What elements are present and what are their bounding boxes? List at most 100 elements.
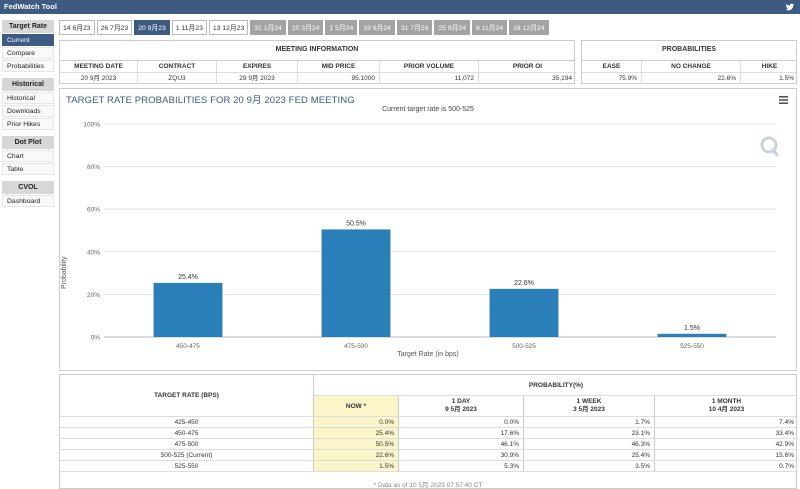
meeting-information-panel: MEETING INFORMATION MEETING DATE CONTRAC… (59, 40, 576, 84)
header-no-change: NO CHANGE (642, 61, 741, 73)
tab-meeting[interactable]: 26 7月23 (96, 20, 133, 35)
tab-meeting[interactable]: 18 12月24 (509, 20, 549, 35)
header-1-week-date: 3 5月 2023 (573, 406, 605, 413)
meeting-tabs: 14 6月23 26 7月23 20 9月23 1 11月23 13 12月23… (59, 20, 551, 35)
header-1-day-label: 1 DAY (451, 398, 471, 405)
row-1-month: 0.7% (655, 461, 798, 472)
sidebar-header-dot-plot: Dot Plot (2, 136, 54, 149)
value-mid-price: 95.1000 (298, 73, 380, 84)
row-1-month: 33.4% (655, 428, 798, 439)
header-1-day-date: 9 5月 2023 (445, 406, 477, 413)
header-1-month-date: 10 4月 2023 (708, 406, 745, 413)
tab-meeting[interactable]: 31 7月24 (396, 20, 433, 35)
tab-meeting[interactable]: 13 12月23 (208, 20, 249, 35)
chart-data-label: 22.6% (514, 280, 534, 287)
table-row: 425-450 0.0% 0.0% 1.7% 7.4% (60, 417, 798, 428)
probabilities-panel: PROBABILITIES EASE NO CHANGE HIKE 75.9% … (581, 40, 798, 84)
header-1-month: 1 MONTH 10 4月 2023 (655, 396, 798, 417)
chart-title: TARGET RATE PROBABILITIES FOR 20 9月 2023… (66, 95, 355, 106)
sidebar-item-historical[interactable]: Historical (2, 92, 54, 104)
row-1-week: 1.7% (524, 417, 655, 428)
header-1-month-label: 1 MONTH (711, 398, 742, 405)
header-contract: CONTRACT (138, 61, 217, 73)
sidebar-item-current[interactable]: Current (2, 34, 54, 46)
chart-y-tick-label: 0% (91, 335, 101, 342)
twitter-icon[interactable] (785, 2, 795, 12)
sidebar-item-probabilities[interactable]: Probabilities (2, 60, 54, 72)
header-1-day: 1 DAY 9 5月 2023 (399, 396, 524, 417)
chart-plot-area: 0% 20% 40% 60% 80% 100% 25.4% 450-475 50.5% 475-5… (83, 122, 776, 350)
tab-meeting[interactable]: 6 11月24 (472, 20, 508, 35)
row-now: 22.6% (314, 450, 399, 461)
header-now: NOW * (314, 396, 399, 417)
header-ease: EASE (582, 61, 642, 73)
chart-data-label: 1.5% (684, 325, 700, 332)
table-row: 500-525 (Current) 22.6% 30.9% 25.4% 15.6… (60, 450, 798, 461)
row-1-week: 3.5% (524, 461, 655, 472)
chart-y-tick-label: 20% (87, 292, 100, 299)
chart-y-tick-label: 60% (87, 207, 100, 214)
sidebar-header-target-rate: Target Rate (2, 20, 54, 33)
tab-meeting[interactable]: 25 9月24 (434, 20, 471, 35)
table-row: 475-500 50.5% 46.1% 46.3% 42.9% (60, 439, 798, 450)
tab-meeting[interactable]: 20 3月24 (287, 20, 324, 35)
tab-meeting[interactable]: 1 5月24 (325, 20, 358, 35)
sidebar-item-downloads[interactable]: Downloads (2, 105, 54, 117)
chart-data-label: 50.5% (346, 220, 366, 227)
header-hike: HIKE (741, 61, 798, 73)
tab-meeting[interactable]: 31 1月24 (250, 20, 286, 35)
tab-meeting[interactable]: 19 6月24 (359, 20, 395, 35)
chart-bar (657, 333, 727, 337)
chart-bar (489, 288, 559, 337)
row-1-day: 0.0% (399, 417, 524, 428)
probabilities-title: PROBABILITIES (582, 41, 796, 61)
data-timestamp-footnote: * Data as of 10 5月 2023 07:57:40 CT (373, 482, 483, 489)
chart-x-tick-label: 500-525 (512, 343, 536, 350)
chart-menu-icon[interactable] (779, 96, 788, 104)
row-1-week: 25.4% (524, 450, 655, 461)
row-1-month: 42.9% (655, 439, 798, 450)
row-1-month: 15.6% (655, 450, 798, 461)
header-1-week-label: 1 WEEK (576, 398, 602, 405)
row-1-day: 30.9% (399, 450, 524, 461)
header-probability: PROBABILITY(%) (314, 375, 798, 396)
row-now: 50.5% (314, 439, 399, 450)
row-rate: 475-500 (60, 439, 314, 450)
chart-bar (321, 229, 391, 337)
chart-bar (153, 282, 223, 337)
sidebar-item-chart[interactable]: Chart (2, 150, 54, 162)
chart-x-tick-label: 525-550 (680, 343, 704, 350)
chart-x-axis-label: Target Rate (in bps) (397, 351, 459, 358)
header-1-week: 1 WEEK 3 5月 2023 (524, 396, 655, 417)
tab-meeting-active[interactable]: 20 9月23 (134, 20, 170, 35)
chart-data-label: 25.4% (178, 274, 198, 281)
app-title: FedWatch Tool (4, 2, 57, 11)
chart-y-axis-label: Probability (61, 256, 68, 289)
sidebar-item-compare[interactable]: Compare (2, 47, 54, 59)
row-1-day: 46.1% (399, 439, 524, 450)
sidebar-header-historical: Historical (2, 78, 54, 91)
chart-y-tick-label: 40% (87, 249, 100, 256)
sidebar-item-table[interactable]: Table (2, 163, 54, 175)
tab-meeting[interactable]: 14 6月23 (59, 20, 95, 35)
chart-subtitle: Current target rate is 500-525 (382, 106, 474, 113)
row-1-day: 5.3% (399, 461, 524, 472)
header-target-rate: TARGET RATE (BPS) (60, 375, 314, 417)
sidebar-header-cvol: CVOL (2, 181, 54, 194)
chart-y-tick-label: 100% (83, 122, 100, 129)
value-expires: 29 9月 2023 (217, 73, 298, 84)
table-row: 450-475 25.4% 17.6% 23.1% 33.4% (60, 428, 798, 439)
sidebar-item-prior-hikes[interactable]: Prior Hikes (2, 118, 54, 130)
row-1-week: 46.3% (524, 439, 655, 450)
row-now: 1.5% (314, 461, 399, 472)
row-now: 25.4% (314, 428, 399, 439)
tab-meeting[interactable]: 1 11月23 (171, 20, 207, 35)
header-mid-price: MID PRICE (298, 61, 380, 73)
meeting-information-title: MEETING INFORMATION (60, 41, 574, 61)
chart-y-tick-label: 80% (87, 164, 100, 171)
sidebar-item-dashboard[interactable]: Dashboard (2, 195, 54, 207)
probability-chart: 0% 20% 40% 60% 80% 100% 25.4% 450-475 50.5% 475-5… (59, 88, 797, 371)
sidebar-nav: Target Rate Current Compare Probabilitie… (0, 17, 56, 208)
header-expires: EXPIRES (217, 61, 298, 73)
value-prior-oi: 35,194 (552, 75, 572, 82)
